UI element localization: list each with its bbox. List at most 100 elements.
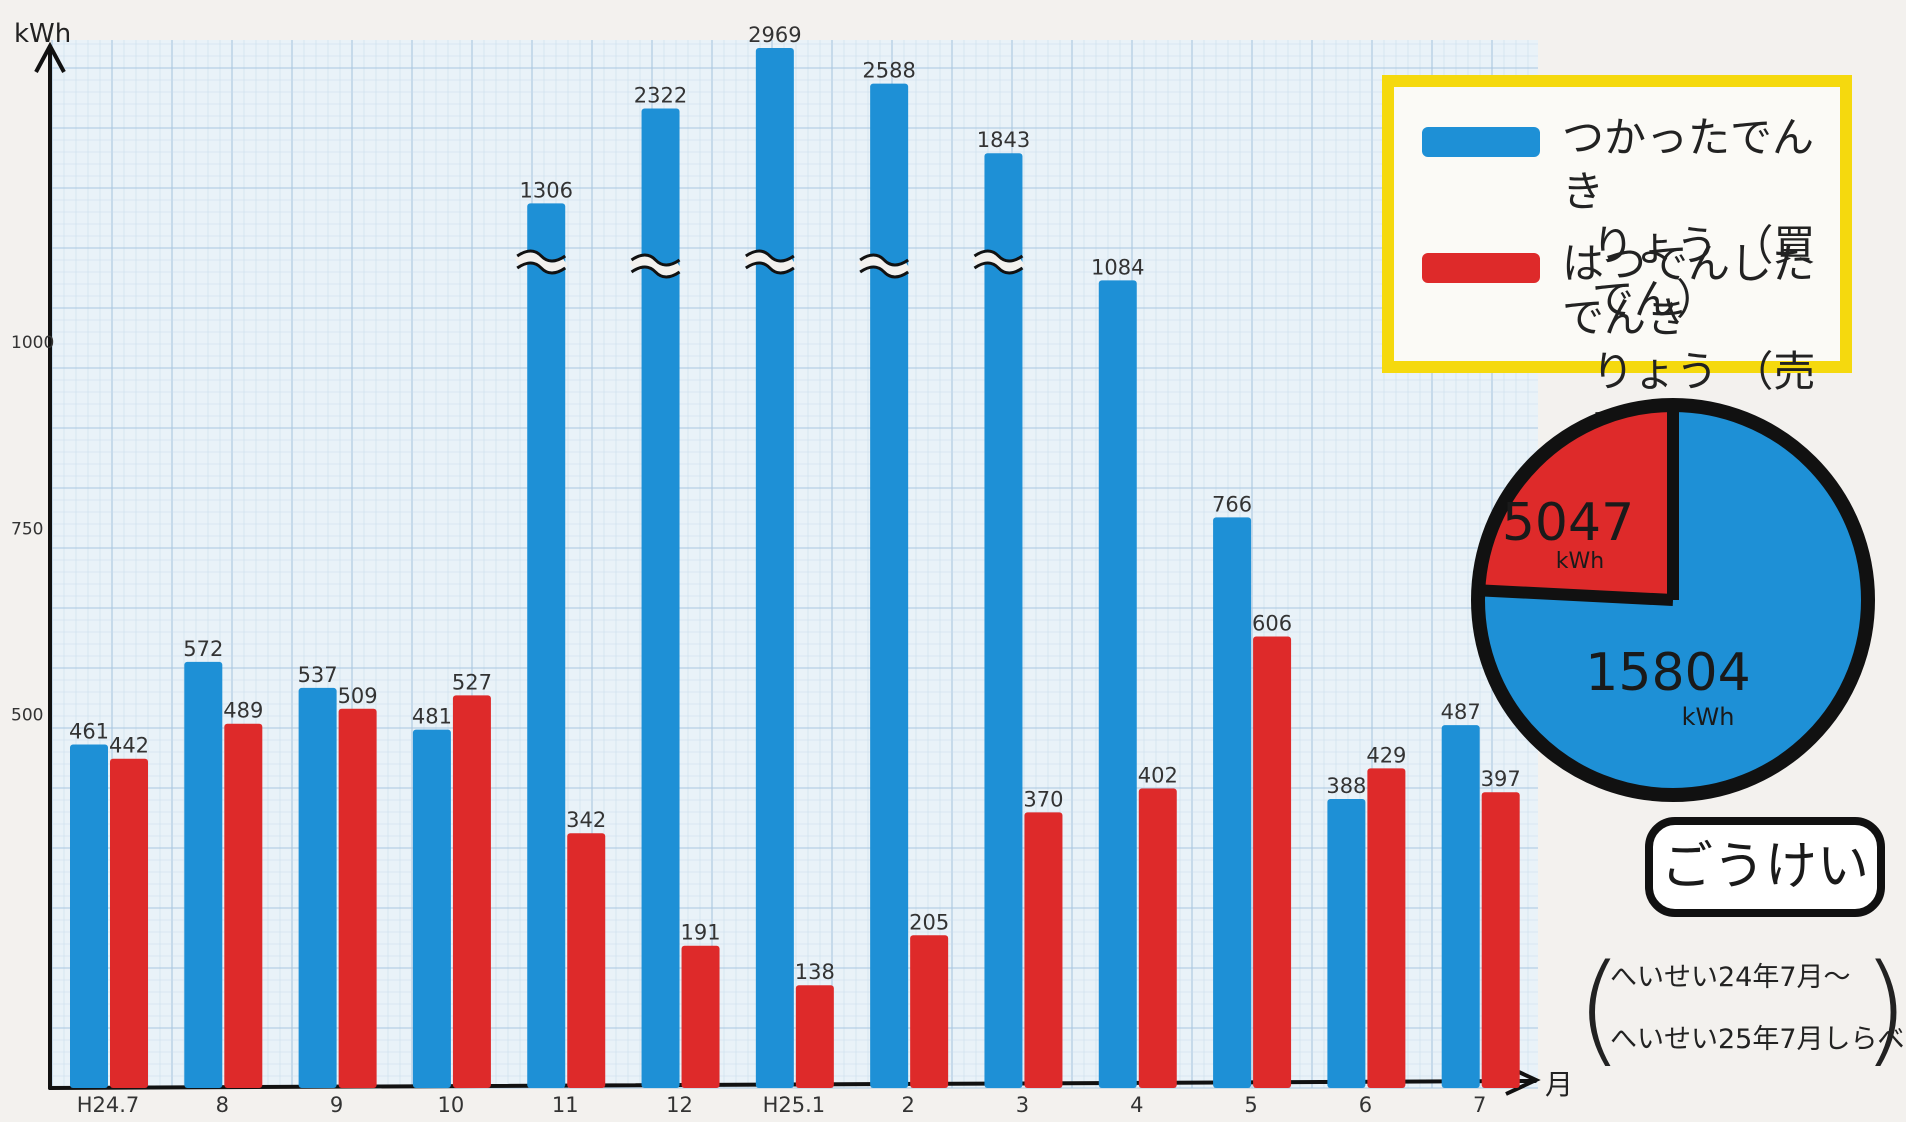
bar-generated-4 [567, 833, 606, 1088]
axis-break-mark-bottom-4 [516, 261, 567, 275]
bar-used-12 [1441, 725, 1480, 1088]
period-paren-left: ( [1576, 940, 1623, 1079]
x-tick-label-2: 9 [330, 1093, 343, 1117]
data-label-generated-6: 138 [795, 960, 835, 984]
pie-slice-red [1478, 405, 1673, 600]
data-label-used-8: 1843 [977, 128, 1030, 152]
data-label-used-0: 461 [69, 720, 109, 744]
x-tick-label-0: H24.7 [77, 1093, 140, 1117]
data-label-used-7: 2588 [862, 59, 915, 83]
data-label-used-5: 2322 [634, 83, 687, 107]
bar-generated-10 [1253, 636, 1292, 1088]
x-tick-label-6: H25.1 [763, 1093, 826, 1117]
x-axis-label: 月 [1545, 1068, 1573, 1101]
survey-period: ( へいせい24年7月～ へいせい25年7月しらべ ) [1576, 935, 1906, 1085]
axis-break-gap-6 [743, 252, 797, 272]
legend-swatch-used [1422, 127, 1540, 157]
y-axis-label: kWh [14, 19, 71, 49]
bar-generated-3 [452, 695, 491, 1088]
axis-break-mark-bottom-6 [744, 261, 795, 275]
axis-break-mark-top-6 [744, 249, 795, 263]
x-tick-label-9: 4 [1130, 1093, 1143, 1117]
axis-break-mark-bottom-7 [859, 265, 910, 279]
data-label-used-10: 766 [1212, 492, 1252, 516]
bar-generated-12 [1481, 792, 1520, 1088]
data-label-generated-7: 205 [909, 910, 949, 934]
y-tick-label-2: 1000 [11, 333, 54, 353]
x-tick-label-12: 7 [1473, 1093, 1486, 1117]
axis-break-gap-8 [971, 252, 1026, 272]
bar-generated-7 [910, 935, 949, 1088]
axis-break-gap-4 [514, 252, 568, 272]
x-tick-label-10: 5 [1244, 1093, 1257, 1117]
axis-break-mark-bottom-5 [630, 265, 681, 279]
pie-label-red-value: 5047 [1502, 493, 1634, 553]
bar-generated-8 [1024, 812, 1063, 1088]
bar-used-10 [1213, 517, 1252, 1088]
period-end: へいせい25年7月しらべ [1610, 1024, 1905, 1055]
y-tick-label-1: 750 [11, 519, 43, 539]
bar-generated-11 [1367, 768, 1406, 1088]
axis-break-mark-top-7 [859, 253, 910, 267]
data-label-generated-4: 342 [566, 808, 606, 832]
bar-generated-6 [795, 985, 834, 1088]
x-tick-label-3: 10 [438, 1093, 465, 1117]
data-label-generated-3: 527 [452, 670, 492, 694]
data-label-generated-2: 509 [338, 684, 378, 708]
x-tick-label-1: 8 [216, 1093, 229, 1117]
x-tick-label-8: 3 [1016, 1093, 1029, 1117]
period-paren-right: ) [1862, 940, 1906, 1079]
bar-used-9 [1098, 280, 1137, 1088]
data-label-used-6: 2969 [748, 23, 801, 47]
axis-break-mark-top-4 [516, 249, 567, 263]
bar-used-1 [184, 661, 223, 1088]
y-tick-label-0: 500 [11, 706, 43, 726]
data-label-generated-10: 606 [1252, 612, 1292, 636]
data-label-used-12: 487 [1441, 700, 1481, 724]
grid-paper [52, 40, 1538, 1088]
data-label-used-3: 481 [412, 705, 452, 729]
pie-label-blue-value: 15804 [1585, 643, 1750, 703]
period-start: へいせい24年7月～ [1610, 962, 1851, 993]
x-tick-label-4: 11 [552, 1093, 579, 1117]
x-tick-label-5: 12 [666, 1093, 693, 1117]
axis-break-mark-top-8 [973, 249, 1024, 263]
bar-used-5 [641, 108, 680, 1088]
bar-generated-5 [681, 945, 720, 1088]
data-label-generated-1: 489 [223, 699, 263, 723]
total-badge: ごうけい [1645, 817, 1885, 917]
legend-label-generated-line1: はつでんしたでんき [1562, 239, 1815, 342]
bar-used-4 [527, 203, 566, 1088]
axis-break-gap-5 [628, 256, 683, 276]
data-label-used-1: 572 [183, 637, 223, 661]
axis-break-gap-7 [857, 256, 911, 276]
legend: つかったでんき りょう （買でん） はつでんしたでんき りょう （売でん） [1382, 75, 1852, 450]
data-label-used-11: 388 [1326, 774, 1366, 798]
bar-used-8 [984, 153, 1023, 1088]
data-label-generated-5: 191 [680, 921, 720, 945]
bar-used-11 [1327, 798, 1366, 1088]
axis-break-mark-top-5 [630, 253, 681, 267]
legend-swatch-generated [1422, 253, 1540, 283]
bar-used-3 [412, 729, 451, 1088]
data-label-generated-9: 402 [1138, 764, 1178, 788]
bar-used-7 [870, 83, 909, 1088]
pie-label-blue-unit: kWh [1682, 703, 1735, 731]
legend-label-used-line1: つかったでんき [1562, 113, 1815, 216]
pie-label-red-unit: kWh [1556, 549, 1604, 574]
bar-used-2 [298, 687, 337, 1088]
bar-generated-2 [338, 708, 377, 1088]
y-axis-arrow [34, 41, 66, 73]
data-label-used-4: 1306 [520, 178, 573, 202]
bar-used-0 [70, 744, 108, 1088]
axis-break-mark-bottom-8 [973, 261, 1024, 275]
data-label-generated-8: 370 [1023, 787, 1063, 811]
bar-generated-9 [1138, 788, 1177, 1088]
data-label-generated-12: 397 [1481, 767, 1521, 791]
bar-used-6 [755, 48, 794, 1088]
bar-generated-0 [110, 758, 148, 1088]
x-tick-label-11: 6 [1359, 1093, 1372, 1117]
pie-divider-1 [1477, 584, 1674, 606]
data-label-generated-0: 442 [109, 734, 149, 758]
